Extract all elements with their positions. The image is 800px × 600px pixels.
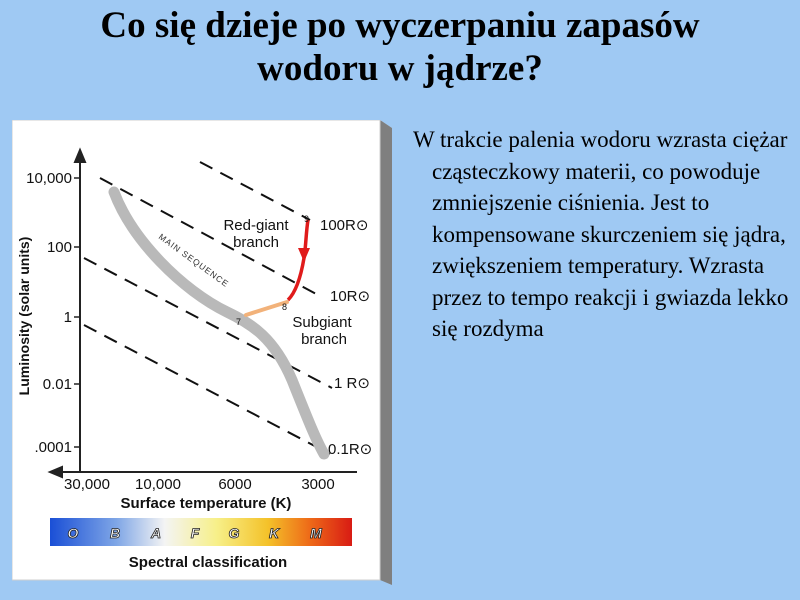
x-tick-label: 10,000 — [135, 476, 181, 493]
slide-body-text: W trakcie palenia wodoru wzrasta ciężar … — [413, 127, 789, 341]
radius-line-10 — [99, 177, 321, 297]
subgiant-track — [244, 300, 289, 317]
title-line-2: wodoru w jądrze? — [257, 48, 543, 89]
radius-label-1: 1 R⊙ — [334, 375, 370, 392]
spectral-class-label: F — [191, 525, 200, 541]
y-tick-label: 10,000 — [26, 170, 72, 187]
spectral-class-label: G — [229, 525, 240, 541]
x-tick-label: 30,000 — [64, 476, 110, 493]
spectral-axis-title: Spectral classification — [129, 554, 287, 571]
y-tick-label: .0001 — [34, 439, 72, 456]
hr-diagram-figure: 10,000 100 1 0.01 .0001 Luminosity (sola… — [12, 120, 392, 585]
track-point-8: 8 — [282, 302, 287, 312]
y-tick-label: 0.01 — [43, 376, 72, 393]
slide-title: Co się dzieje po wyczerpaniu zapasów wod… — [0, 4, 800, 90]
radius-line-0.1 — [83, 324, 331, 455]
red-giant-arrowhead — [298, 248, 310, 262]
spectral-gradient-bar — [50, 518, 352, 546]
radius-label-10: 10R⊙ — [330, 288, 370, 305]
track-point-7: 7 — [236, 317, 241, 327]
y-tick-label: 100 — [47, 239, 72, 256]
red-giant-label-1: Red-giant — [223, 217, 289, 234]
main-sequence-band — [108, 186, 330, 460]
red-giant-label-2: branch — [233, 234, 279, 251]
frame-right-edge — [380, 120, 392, 585]
spectral-class-label: B — [110, 525, 120, 541]
spectral-class-label: A — [150, 525, 161, 541]
y-tick-label: 1 — [64, 309, 72, 326]
spectral-class-label: K — [269, 525, 280, 541]
spectral-class-label: M — [310, 525, 322, 541]
y-axis-title: Luminosity (solar units) — [16, 237, 32, 396]
radius-label-0.1: 0.1R⊙ — [328, 441, 372, 458]
subgiant-label-2: branch — [301, 331, 347, 348]
radius-line-100 — [199, 161, 311, 221]
title-line-1: Co się dzieje po wyczerpaniu zapasów — [100, 5, 700, 46]
hr-diagram-svg: 10,000 100 1 0.01 .0001 Luminosity (sola… — [12, 120, 392, 585]
y-axis-arrow — [73, 147, 87, 163]
subgiant-label-1: Subgiant — [292, 314, 352, 331]
x-tick-label: 6000 — [218, 476, 251, 493]
x-axis-title: Surface temperature (K) — [121, 495, 292, 512]
spectral-class-label: O — [68, 525, 79, 541]
x-tick-label: 3000 — [301, 476, 334, 493]
track-point-9: 9 — [304, 214, 309, 224]
radius-label-100: 100R⊙ — [320, 217, 368, 234]
figure-panel — [12, 120, 381, 581]
